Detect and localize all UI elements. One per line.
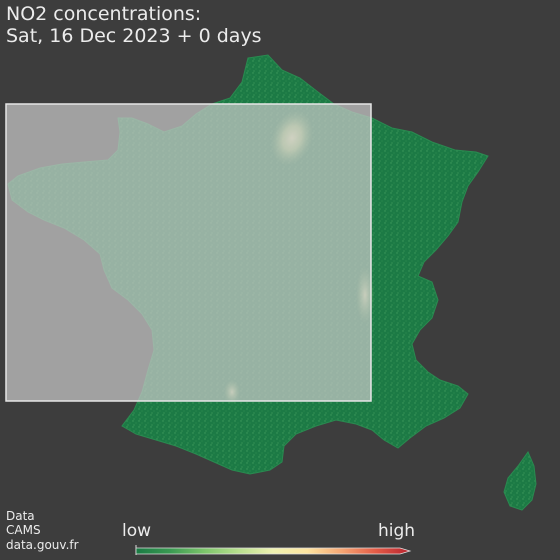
corsica-shape [503,450,537,511]
coverage-overlay [5,103,372,402]
colorbar [135,545,412,555]
credit-website: data.gouv.fr [6,538,79,552]
map-title: NO2 concentrations: [6,3,202,25]
colorbar-bar [135,547,412,555]
credit-source: CAMS [6,523,41,537]
map-date: Sat, 16 Dec 2023 + 0 days [6,25,262,47]
credit-label: Data [6,509,35,523]
scale-high-label: high [378,521,416,541]
scale-low-label: low [122,521,152,541]
